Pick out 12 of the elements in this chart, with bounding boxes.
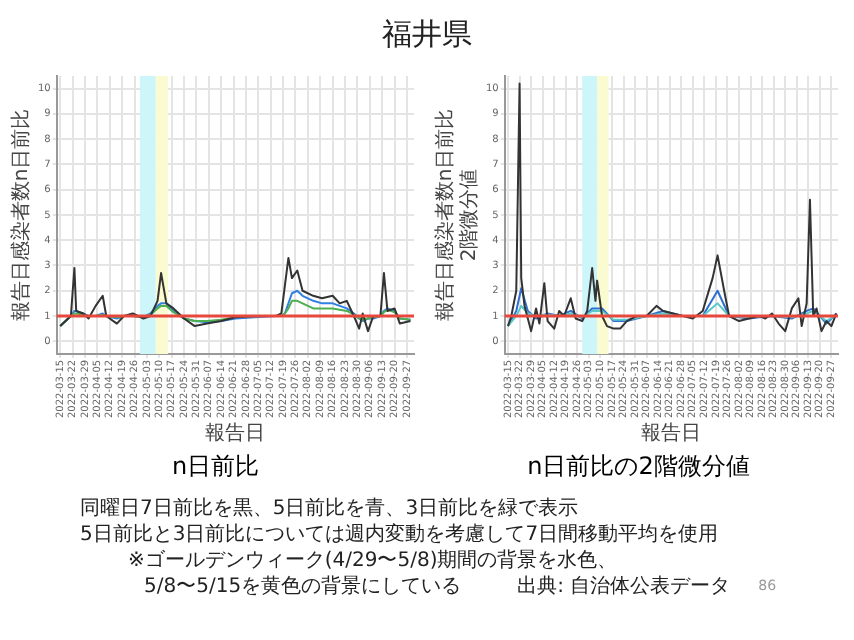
chart-title: 福井県	[380, 14, 474, 56]
text: 5日前比と3日前比については週内変動を考慮して7日間移動平均を使用	[80, 522, 721, 548]
text: 同曜日7日前比を黒、5日前比を青、3日前比を緑で表示	[80, 496, 581, 522]
x-axis-title: 報告日	[640, 421, 701, 446]
y-axis-title: 報告日感染者数n日前比	[9, 108, 34, 322]
source-note: 出典: 自治体公表データ	[517, 574, 731, 600]
text: ※ゴールデンウィーク(4/29〜5/8)期間の背景を水色、	[126, 548, 620, 574]
text: 5/8〜5/15を黄色の背景にしている	[144, 574, 462, 600]
y-axis-title: 報告日感染者数n日前比 2階微分値	[432, 108, 481, 322]
x-axis-title: 報告日	[205, 421, 266, 446]
text: n日前比の2階微分値	[527, 450, 750, 484]
text: n日前比	[171, 450, 260, 484]
